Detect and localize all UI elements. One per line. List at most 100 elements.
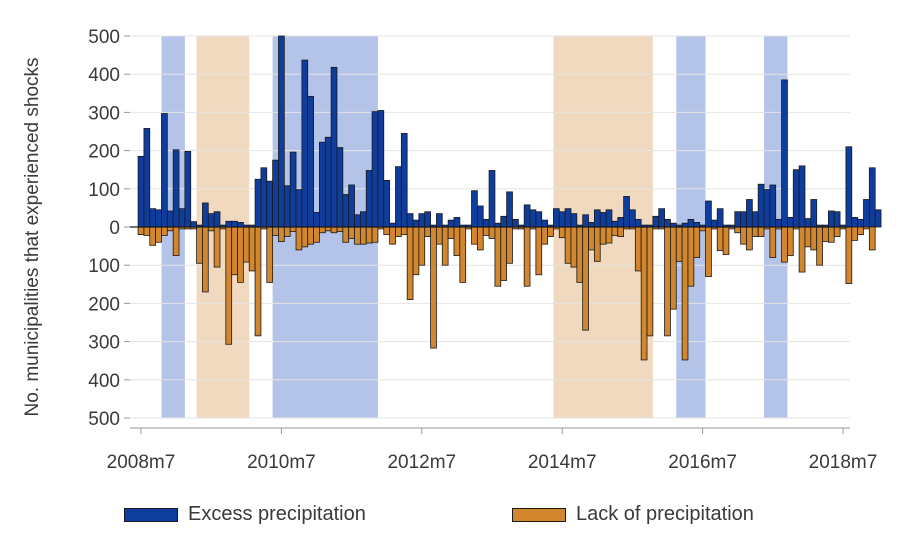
- excess-bar: [137, 155, 145, 228]
- excess-bar: [541, 219, 548, 228]
- lack-bar: [196, 226, 203, 264]
- y-tick-label: 200: [88, 142, 120, 163]
- excess-bar: [476, 205, 484, 228]
- excess-bar: [301, 59, 309, 228]
- excess-bar: [359, 211, 367, 228]
- excess-bar: [868, 167, 876, 228]
- excess-bar: [202, 202, 209, 228]
- excess-bar: [652, 215, 660, 228]
- excess-bar: [400, 133, 408, 228]
- excess-bar: [529, 209, 537, 228]
- lack-bar: [283, 226, 291, 237]
- lack-bar: [307, 226, 314, 245]
- excess-bar: [371, 111, 379, 228]
- y-tick-label: 0: [109, 218, 120, 239]
- excess-bar: [424, 211, 431, 228]
- excess-bar: [716, 208, 724, 228]
- excess-bar: [161, 113, 168, 228]
- excess-bar: [354, 214, 361, 228]
- excess-bar: [710, 219, 718, 228]
- excess-bar: [599, 212, 607, 228]
- lack-bar: [389, 226, 396, 245]
- excess-bar: [231, 220, 238, 228]
- lack-bar: [535, 226, 543, 276]
- lack-bar: [406, 226, 414, 300]
- lack-bar: [488, 226, 496, 239]
- excess-bar: [623, 196, 630, 228]
- lack-bar: [687, 226, 695, 287]
- excess-bar: [629, 209, 636, 228]
- lack-bar: [816, 226, 823, 266]
- legend-swatch-lack: [512, 507, 566, 522]
- excess-bar: [798, 165, 806, 228]
- lack-bar: [371, 226, 379, 243]
- lack-bar: [155, 226, 162, 243]
- lack-bar: [734, 226, 742, 234]
- excess-bar: [289, 151, 297, 228]
- excess-bar: [617, 217, 625, 228]
- lack-bar: [459, 226, 467, 283]
- lack-bar: [242, 226, 250, 263]
- lack-bar: [781, 226, 788, 263]
- lack-bar: [359, 226, 367, 245]
- lack-bar: [664, 226, 671, 337]
- lack-bar: [289, 226, 297, 232]
- lack-bar: [254, 226, 262, 337]
- excess-bar: [184, 150, 192, 228]
- lack-bar: [476, 226, 484, 251]
- excess-bar: [863, 199, 870, 228]
- excess-bar: [535, 211, 543, 228]
- lack-bar: [740, 226, 747, 245]
- excess-bar: [593, 209, 601, 228]
- lack-bar: [330, 226, 338, 234]
- lack-bar: [319, 226, 326, 234]
- lack-bar: [863, 226, 870, 230]
- excess-bar: [447, 219, 455, 228]
- lack-bar: [436, 226, 443, 245]
- excess-bar: [207, 213, 215, 228]
- chart-svg: 500 400 300 200 100 0 100 200 300 400 500 2008m7 201…: [22, 27, 882, 473]
- lack-bar: [646, 226, 654, 337]
- lack-bar: [541, 226, 548, 245]
- excess-bar: [763, 189, 771, 228]
- lack-bar: [798, 226, 806, 273]
- legend: Excess precipitation Lack of precipitati…: [0, 503, 900, 535]
- lack-bar: [441, 226, 449, 266]
- legend-label-excess: Excess precipitation: [188, 503, 366, 525]
- lack-bar: [599, 226, 607, 245]
- lack-bar: [313, 226, 320, 243]
- lack-bar: [342, 226, 350, 243]
- excess-bar: [734, 211, 742, 228]
- legend-item-lack: Lack of precipitation: [512, 503, 754, 526]
- excess-bar: [558, 211, 566, 228]
- excess-bar: [500, 215, 508, 228]
- excess-bar: [553, 208, 560, 228]
- lack-bar: [424, 226, 431, 237]
- excess-bar: [658, 208, 665, 228]
- lack-bar: [137, 226, 145, 236]
- excess-bar: [348, 184, 355, 228]
- lack-bar: [225, 226, 233, 345]
- lack-bar: [746, 226, 753, 251]
- y-tick-label: 400: [88, 371, 120, 392]
- y-tick-label: 100: [88, 256, 120, 277]
- lack-bar: [354, 226, 361, 245]
- excess-bar: [254, 178, 262, 228]
- excess-bar: [804, 218, 812, 228]
- excess-bar: [792, 169, 800, 228]
- excess-bar: [787, 217, 794, 228]
- excess-bar: [412, 219, 420, 228]
- excess-bar: [266, 180, 274, 228]
- lack-bar: [237, 226, 244, 283]
- excess-bar: [570, 213, 578, 228]
- excess-bar: [225, 220, 233, 228]
- excess-bar: [365, 170, 373, 228]
- excess-bar: [605, 209, 613, 228]
- lack-bar: [588, 226, 595, 251]
- x-tick-label: 2014m7: [528, 452, 597, 473]
- x-tick-label: 2012m7: [387, 452, 456, 473]
- x-tick-label: 2016m7: [668, 452, 737, 473]
- lack-bar: [418, 226, 426, 266]
- excess-bar: [851, 217, 859, 228]
- lack-bar: [161, 226, 168, 236]
